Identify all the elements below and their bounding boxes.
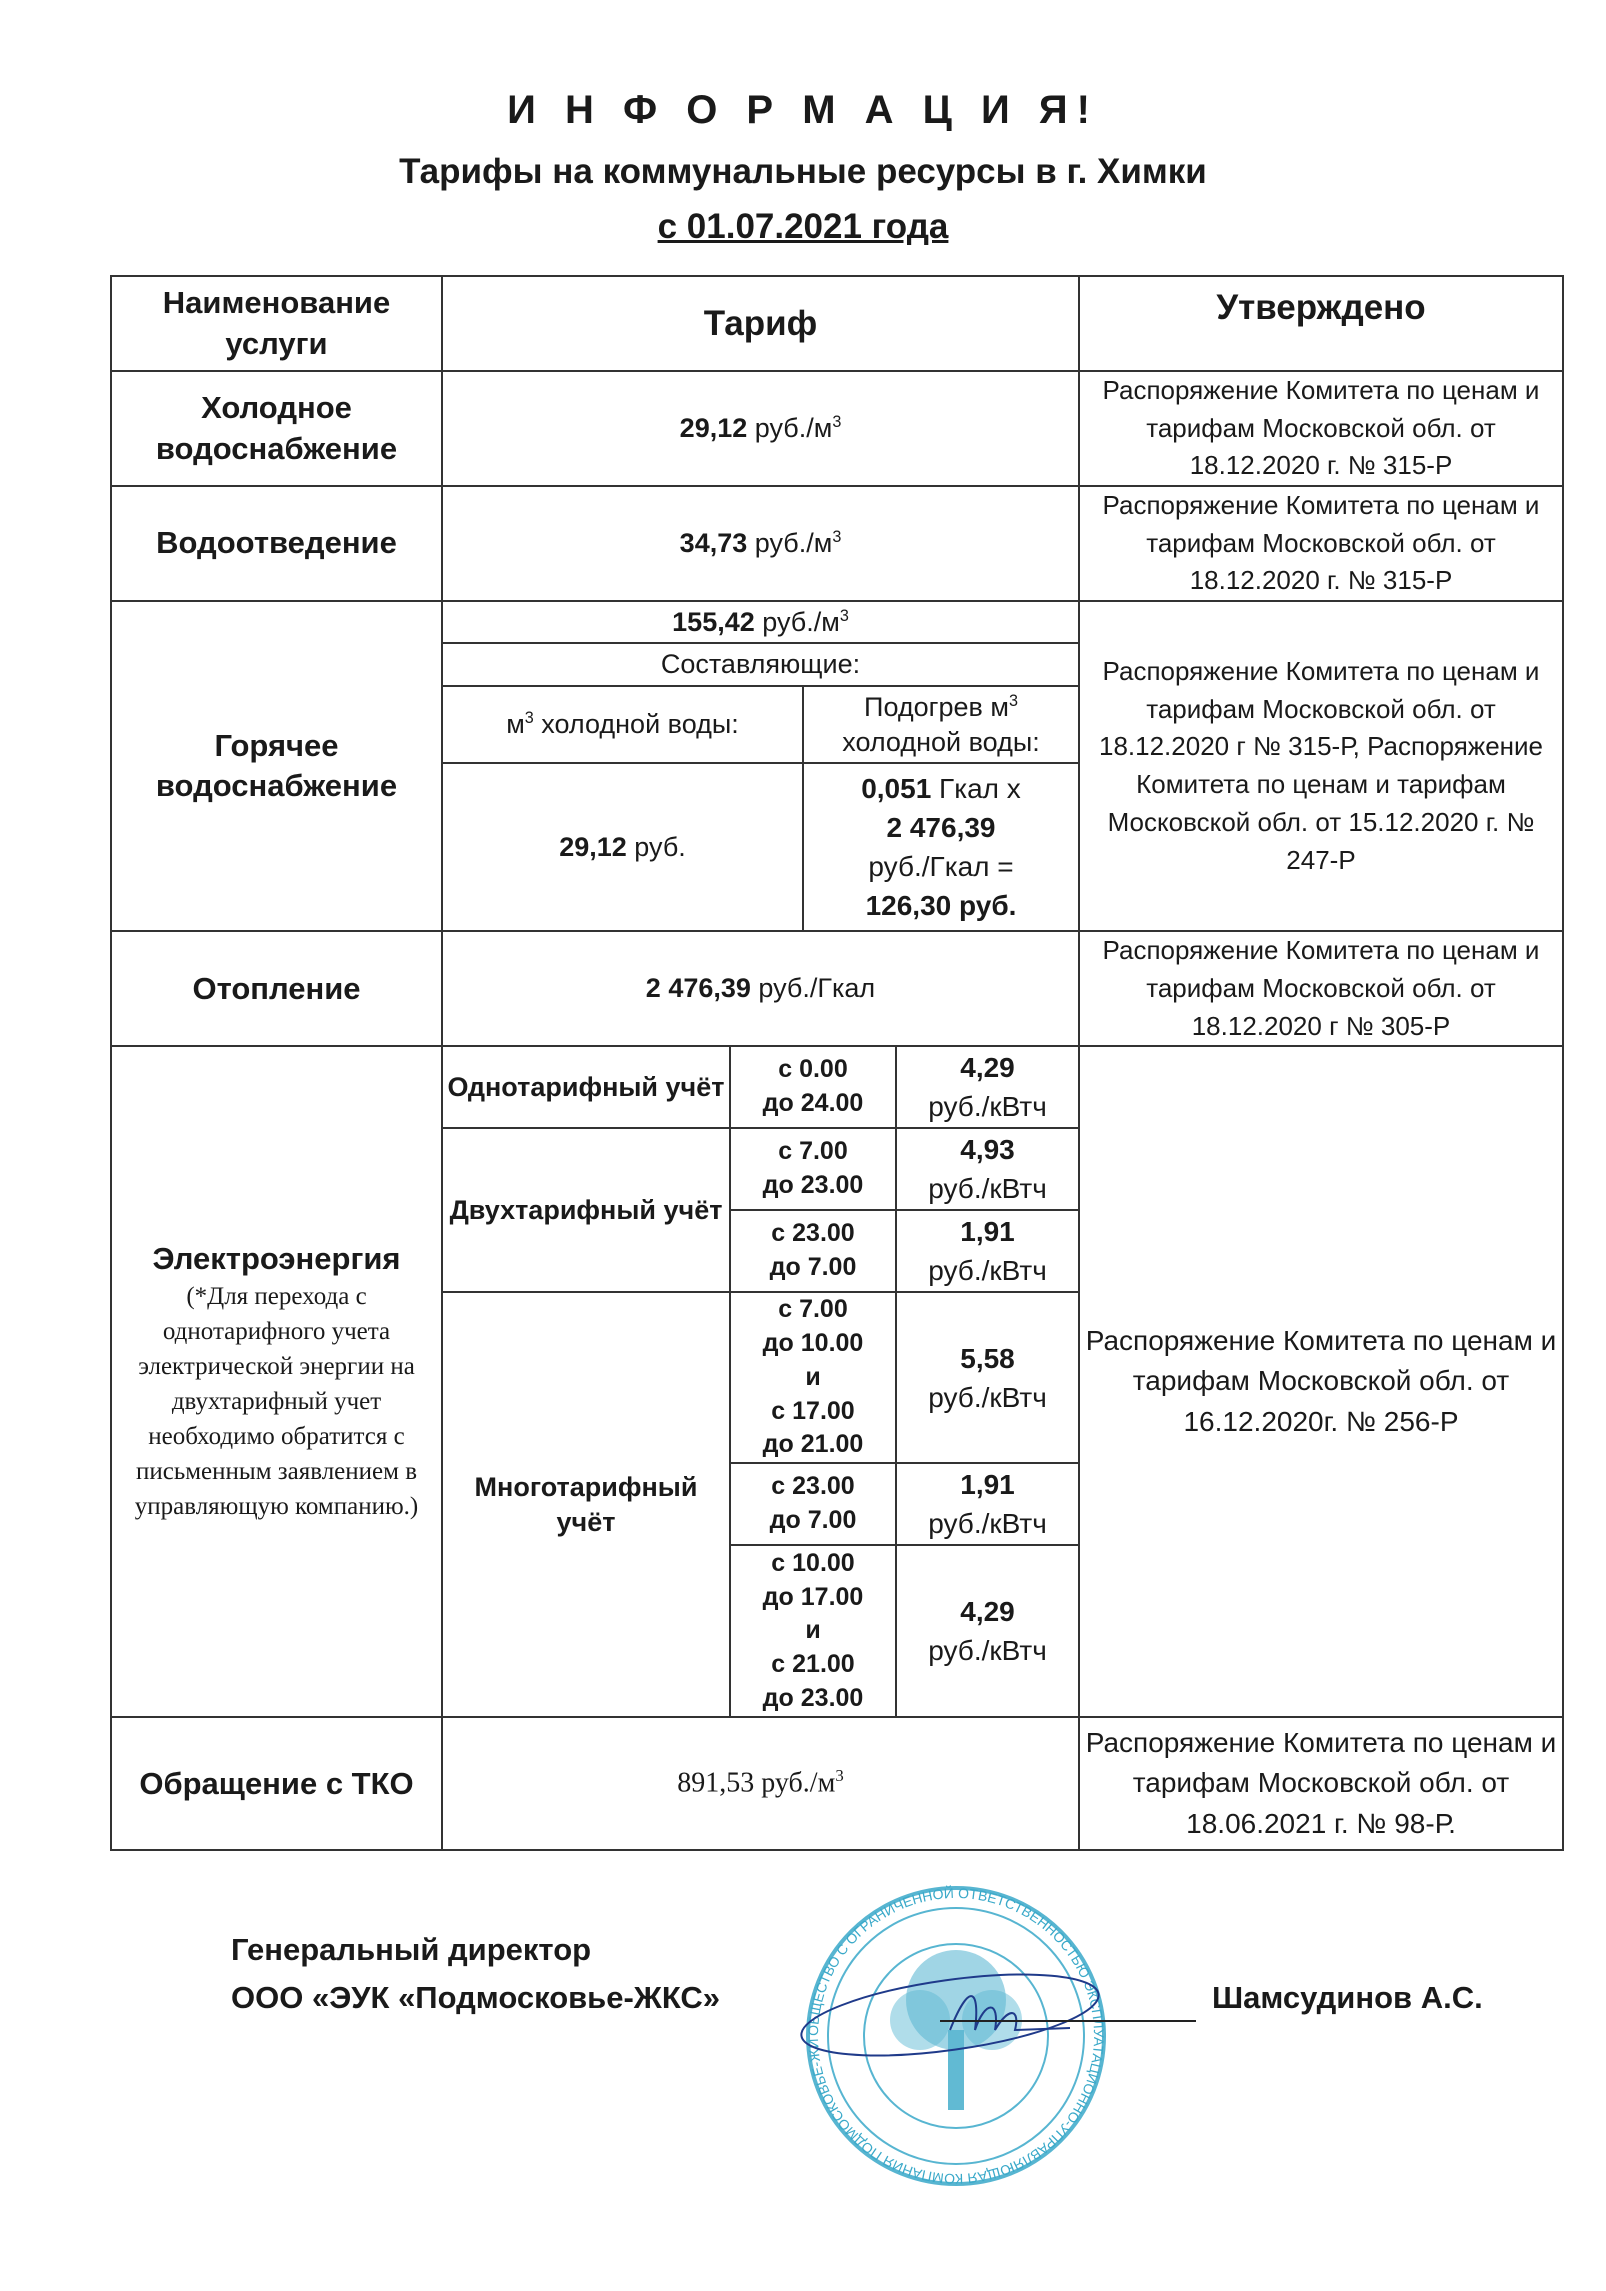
- time-range: с 23.00 до 7.00: [729, 1462, 897, 1547]
- tariff-value: 34,73 руб./м3: [441, 485, 1080, 603]
- service-name: Отопление: [110, 930, 443, 1048]
- time-range: с 7.00 до 10.00 и с 17.00 до 21.00: [729, 1291, 897, 1465]
- column-header-approved: Утверждено: [1078, 275, 1564, 372]
- approval-document: Распоряжение Комитета по ценам и тарифам…: [1078, 1716, 1564, 1852]
- heating-component-label: Подогрев м3 холодной воды:: [802, 685, 1080, 765]
- company-stamp: ОБЩЕСТВО С ОГРАНИЧЕННОЙ ОТВЕТСТВЕННОСТЬЮ…: [800, 1880, 1107, 2187]
- service-name: Горячее водоснабжение: [110, 600, 443, 933]
- table-row: Холодное водоснабжение 29,12 руб./м3 Рас…: [110, 369, 1564, 488]
- electricity-note: (*Для перехода с однотарифного учета эле…: [134, 1283, 419, 1521]
- tariff-table: Наименование услуги Тариф Утверждено Хол…: [110, 275, 1564, 1852]
- service-name: Обращение с ТКО: [110, 1716, 443, 1852]
- components-label: Составляющие:: [441, 642, 1080, 688]
- time-range: с 7.00 до 23.00: [729, 1127, 897, 1212]
- cold-water-component-label: м3 холодной воды:: [441, 685, 804, 765]
- price: 1,91 руб./кВтч: [895, 1209, 1080, 1294]
- column-header-service: Наименование услуги: [110, 275, 443, 372]
- table-row: Горячее водоснабжение 155,42 руб./м3 Рас…: [110, 600, 1564, 933]
- meter-type-dual: Двухтарифный учёт: [441, 1127, 731, 1294]
- signature-line: [940, 2020, 1196, 2022]
- signatory-name: Шамсудинов А.С.: [1212, 1980, 1483, 2015]
- price: 4,29 руб./кВтч: [895, 1544, 1080, 1719]
- signature-scribble-icon: [800, 1973, 1100, 2057]
- time-range: с 10.00 до 17.00 и с 21.00 до 23.00: [729, 1544, 897, 1719]
- service-name: Водоотведение: [110, 485, 443, 603]
- cold-water-component-value: 29,12 руб.: [441, 762, 804, 933]
- column-header-tariff: Тариф: [441, 275, 1080, 372]
- tariff-value: 2 476,39 руб./Гкал: [441, 930, 1080, 1048]
- signatory-position: Генеральный директор: [231, 1932, 592, 1967]
- meter-type-multi: Многотарифный учёт: [441, 1291, 731, 1719]
- signatory-company: ООО «ЭУК «Подмосковье-ЖКС»: [231, 1980, 720, 2015]
- meter-type-single: Однотарифный учёт: [441, 1045, 731, 1130]
- tariff-value: 29,12 руб./м3: [441, 369, 1080, 488]
- document-title: И Н Ф О Р М А Ц И Я!: [507, 88, 1099, 132]
- tariff-value: 155,42 руб./м3: [441, 600, 1080, 645]
- service-name: Электроэнергия (*Для перехода с однотариф…: [110, 1045, 443, 1719]
- table-row: Водоотведение 34,73 руб./м3 Распоряжение…: [110, 485, 1564, 603]
- effective-date: с 01.07.2021 года: [657, 207, 949, 246]
- time-range: с 0.00 до 24.00: [729, 1045, 897, 1130]
- table-row: Отопление 2 476,39 руб./Гкал Распоряжени…: [110, 930, 1564, 1048]
- service-name: Холодное водоснабжение: [110, 369, 443, 488]
- approval-document: Распоряжение Комитета по ценам и тарифам…: [1078, 600, 1564, 933]
- table-row: Электроэнергия (*Для перехода с однотариф…: [110, 1045, 1564, 1719]
- tariff-value: 891,53 руб./м3: [441, 1716, 1080, 1852]
- table-header-row: Наименование услуги Тариф Утверждено: [110, 275, 1564, 372]
- approval-document: Распоряжение Комитета по ценам и тарифам…: [1078, 930, 1564, 1048]
- price: 4,29 руб./кВтч: [895, 1045, 1080, 1130]
- table-row: Обращение с ТКО 891,53 руб./м3 Распоряже…: [110, 1716, 1564, 1852]
- document-subtitle: Тарифы на коммунальные ресурсы в г. Химк…: [399, 152, 1207, 191]
- approval-document: Распоряжение Комитета по ценам и тарифам…: [1078, 369, 1564, 488]
- price: 4,93 руб./кВтч: [895, 1127, 1080, 1212]
- time-range: с 23.00 до 7.00: [729, 1209, 897, 1294]
- approval-document: Распоряжение Комитета по ценам и тарифам…: [1078, 1045, 1564, 1719]
- price: 5,58 руб./кВтч: [895, 1291, 1080, 1465]
- approval-document: Распоряжение Комитета по ценам и тарифам…: [1078, 485, 1564, 603]
- price: 1,91 руб./кВтч: [895, 1462, 1080, 1547]
